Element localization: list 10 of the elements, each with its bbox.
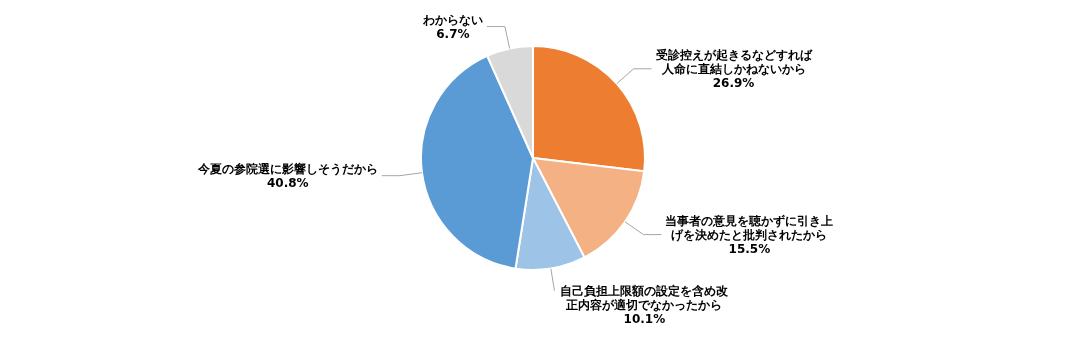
- slice-label: 今夏の参院選に影響しそうだから: [196, 161, 378, 176]
- data-label: 10.1%: [623, 311, 666, 326]
- data-label: 40.8%: [266, 175, 309, 190]
- slice-label: 当事者の意見を聴かずに引き上げを決めたと批判されたから: [665, 213, 834, 242]
- slice-label: 受診控えが起きるなどすれば人命に直結しかねないから: [654, 47, 813, 76]
- slice-label: わからない: [421, 12, 483, 27]
- data-label: 15.5%: [728, 241, 771, 256]
- data-label: 26.9%: [712, 75, 755, 90]
- slice-label: 自己負担上限額の設定を含め改正内容が適切でなかったから: [560, 283, 730, 312]
- data-label: 6.7%: [436, 26, 470, 41]
